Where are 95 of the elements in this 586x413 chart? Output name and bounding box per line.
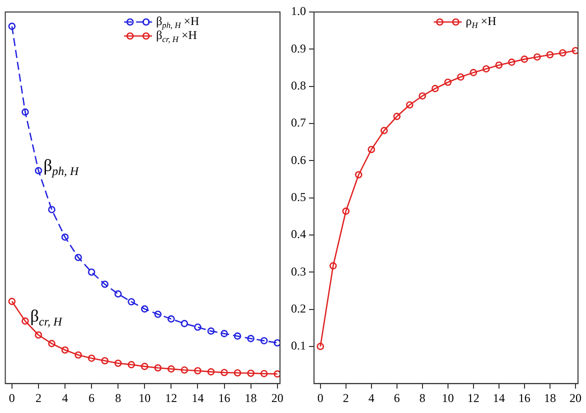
y-tick-label: 0.2 (291, 301, 306, 316)
point (48, 340, 56, 348)
y-tick-label: 0.8 (291, 78, 306, 92)
x-tick-label: 16 (518, 390, 530, 405)
point (8, 298, 16, 306)
point (316, 342, 324, 350)
point (234, 369, 242, 377)
x-tick-label: 18 (544, 390, 556, 405)
point (234, 332, 242, 340)
point (74, 351, 82, 359)
point (444, 78, 452, 86)
x-tick-label: 4 (368, 390, 374, 405)
point (114, 360, 122, 367)
point (380, 126, 388, 134)
point (48, 206, 56, 214)
x-tick-label: 20 (271, 390, 284, 405)
point (34, 166, 42, 174)
point (520, 56, 528, 63)
point (168, 315, 175, 323)
point (508, 58, 516, 66)
x-tick-label: 6 (394, 390, 400, 405)
point (546, 51, 554, 58)
point (101, 280, 108, 288)
y-tick-label: 0.6 (291, 152, 306, 167)
point (260, 337, 268, 344)
point (34, 331, 42, 339)
y-tick-label: 0.1 (291, 338, 306, 353)
point (88, 354, 96, 362)
point (154, 364, 162, 372)
x-tick-label: 10 (442, 390, 454, 405)
point (22, 317, 29, 325)
point (114, 290, 122, 298)
x-tick-label: 2 (35, 390, 42, 405)
point (74, 254, 82, 262)
x-tick-label: 12 (165, 390, 178, 405)
point (274, 370, 280, 378)
point (354, 171, 362, 178)
y-tick-label: 0.3 (291, 264, 306, 278)
point (140, 362, 148, 370)
x-tick-label: 0 (8, 390, 15, 405)
point (128, 298, 136, 306)
point (368, 146, 376, 154)
x-tick-label: 16 (218, 390, 230, 405)
y-tick-label: 0.5 (291, 190, 306, 204)
x-tick-label: 14 (192, 390, 204, 405)
point (194, 367, 202, 374)
point (418, 92, 426, 100)
x-tick-label: 8 (115, 390, 122, 405)
point (8, 22, 16, 30)
point (61, 233, 69, 241)
point (207, 327, 215, 335)
point (168, 365, 175, 373)
point (495, 61, 503, 69)
point (140, 305, 148, 313)
point (247, 334, 254, 342)
point (180, 320, 188, 328)
point (247, 370, 254, 377)
y-tick-label: 0.9 (291, 41, 306, 56)
x-tick-label: 12 (467, 390, 480, 405)
point (406, 101, 414, 109)
point (180, 366, 188, 374)
point (559, 49, 566, 57)
point (260, 370, 268, 378)
point (61, 346, 69, 354)
point (88, 268, 96, 276)
point (154, 310, 162, 318)
point (342, 208, 350, 215)
x-tick-label: 4 (62, 390, 68, 405)
point (457, 73, 464, 81)
x-tick-label: 10 (138, 390, 151, 405)
x-tick-label: 20 (569, 390, 582, 405)
point (274, 339, 280, 347)
y-tick-label: 1.0 (291, 4, 306, 18)
point (220, 330, 228, 338)
point (329, 262, 337, 270)
point (470, 68, 478, 76)
x-tick-label: 14 (492, 390, 505, 405)
point (393, 112, 401, 120)
x-tick-label: 6 (88, 390, 95, 405)
point (128, 361, 136, 368)
point (432, 84, 439, 92)
x-tick-label: 8 (419, 390, 426, 405)
point (22, 108, 29, 116)
point (534, 53, 541, 61)
x-tick-label: 0 (317, 390, 324, 405)
y-tick-label: 0.7 (291, 116, 306, 130)
point (220, 368, 228, 376)
point (572, 46, 578, 54)
point (207, 368, 215, 376)
point (194, 323, 202, 331)
x-tick-label: 18 (244, 390, 257, 405)
y-tick-label: 0.4 (291, 227, 306, 242)
point (101, 357, 108, 364)
point (482, 65, 490, 73)
x-tick-label: 2 (342, 390, 349, 405)
